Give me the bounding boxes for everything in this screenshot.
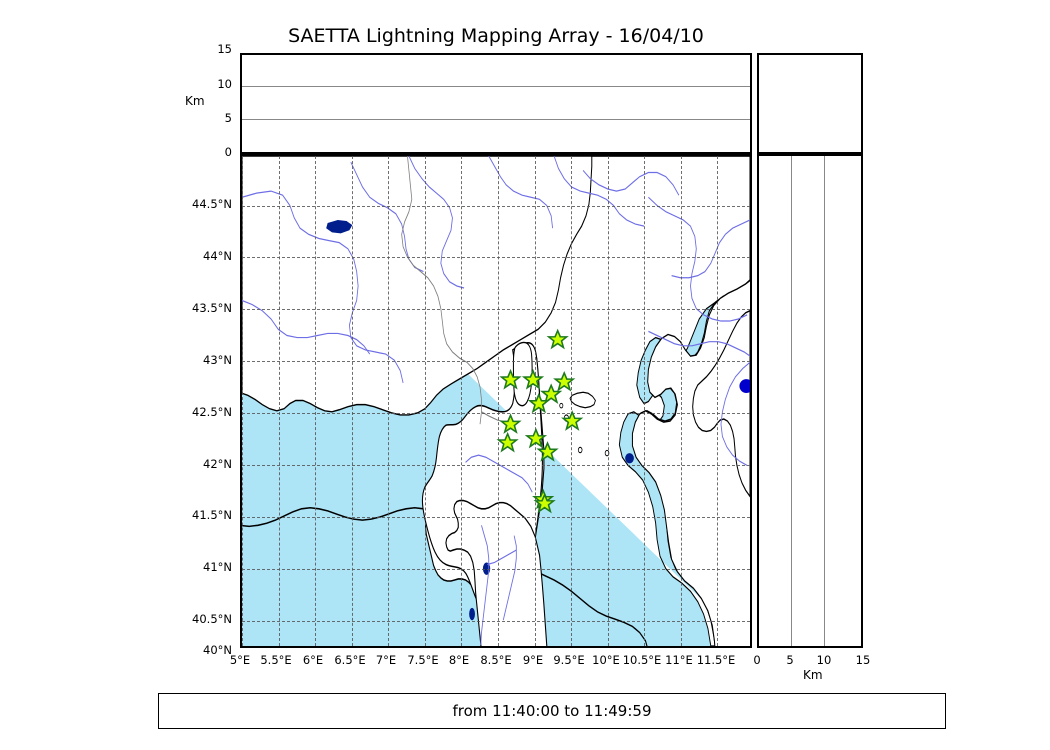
xtick-lon-10.5: 10.5°E — [622, 653, 662, 667]
corner-panel — [757, 53, 863, 154]
gridline-lon-11 — [680, 156, 682, 646]
map-panel[interactable] — [240, 154, 752, 648]
right-panel-xtick-10: 10 — [816, 653, 832, 667]
island-capraia — [559, 402, 564, 409]
right-panel-xtick-0: 0 — [753, 653, 761, 667]
map-canvas — [242, 156, 750, 646]
coastline-italy-west — [692, 309, 750, 498]
ytick-lat-44: 44°N — [203, 249, 232, 263]
gridline-lat-41 — [242, 568, 750, 570]
corsica-cap-corse — [512, 341, 533, 407]
ytick-lat-41: 41°N — [203, 560, 232, 574]
gridline-lon-11.5 — [717, 156, 719, 646]
xtick-lon-5.5: 5.5°E — [260, 653, 292, 667]
lake-italy-1 — [625, 453, 634, 464]
data-markers-layer — [497, 329, 750, 513]
right-panel-axis-label-km: Km — [803, 668, 823, 682]
gridline-lon-10 — [607, 156, 609, 646]
island-small-2 — [577, 446, 583, 454]
top-panel-ytick-15: 15 — [217, 42, 232, 56]
lake-bodies — [326, 219, 353, 234]
top-panel-ytick-10: 10 — [217, 77, 232, 91]
xtick-lon-11.5: 11.5°E — [696, 653, 736, 667]
gridline-lat-42.5 — [242, 413, 750, 415]
gridline-lat-44.5 — [242, 205, 750, 207]
right-panel-gridline-5 — [790, 156, 792, 646]
gridline-lon-6 — [315, 156, 317, 646]
gridline-lon-9.5 — [571, 156, 573, 646]
gridline-lon-7.5 — [424, 156, 426, 646]
ytick-lat-40.5: 40.5°N — [192, 612, 232, 626]
island-sardinia — [445, 499, 548, 646]
gridline-lon-7 — [388, 156, 390, 646]
gridline-lat-40.5 — [242, 620, 750, 622]
top-height-panel — [240, 53, 752, 154]
xtick-lon-8.5: 8.5°E — [480, 653, 512, 667]
xtick-lon-9.5: 9.5°E — [553, 653, 585, 667]
right-panel-gridline-10 — [824, 156, 825, 646]
top-panel-axis-label-km: Km — [185, 94, 205, 108]
gridline-lon-8.5 — [498, 156, 499, 646]
gridline-lat-42 — [242, 465, 750, 466]
right-panel-xtick-5: 5 — [786, 653, 794, 667]
lma-station-marker[interactable] — [497, 433, 518, 452]
ytick-lat-43.5: 43.5°N — [192, 301, 232, 315]
lma-station-marker[interactable] — [526, 428, 546, 448]
gridline-lon-8 — [461, 156, 463, 646]
xtick-lon-6: 6°E — [302, 653, 324, 667]
source-marker[interactable] — [739, 379, 750, 393]
gridline-lat-41.5 — [242, 516, 750, 518]
ytick-lat-40: 40°N — [203, 643, 232, 657]
lma-station-marker[interactable] — [529, 393, 549, 413]
gridline-lat-43 — [242, 361, 750, 363]
ytick-lat-43: 43°N — [203, 353, 232, 367]
gridline-lon-6.5 — [351, 156, 353, 646]
lma-station-marker[interactable] — [547, 329, 568, 349]
time-range-box: from 11:40:00 to 11:49:59 — [158, 693, 946, 729]
map-geography — [242, 156, 750, 646]
xtick-lon-10: 10°E — [592, 653, 620, 667]
coastline-shapes — [631, 156, 750, 646]
gridline-lon-5 — [242, 156, 243, 646]
lma-station-markers[interactable] — [497, 329, 582, 513]
xtick-lon-7.5: 7.5°E — [407, 653, 439, 667]
xtick-lon-7: 7°E — [375, 653, 397, 667]
ytick-lat-41.5: 41.5°N — [192, 508, 232, 522]
top-panel-gridline-5 — [242, 119, 750, 120]
page-title: SAETTA Lightning Mapping Array - 16/04/1… — [288, 25, 704, 47]
xtick-lon-5: 5°E — [229, 653, 251, 667]
top-panel-gridline-10 — [242, 86, 750, 87]
lma-station-marker[interactable] — [554, 372, 574, 391]
gridline-lon-5.5 — [278, 156, 280, 646]
ytick-lat-42: 42°N — [203, 457, 232, 471]
ytick-lat-42.5: 42.5°N — [192, 405, 232, 419]
xtick-lon-6.5: 6.5°E — [334, 653, 366, 667]
ytick-lat-44.5: 44.5°N — [192, 197, 232, 211]
right-panel-xtick-15: 15 — [855, 653, 871, 667]
xtick-lon-9: 9°E — [522, 653, 544, 667]
gridline-lat-43.5 — [242, 309, 750, 311]
lma-station-marker[interactable] — [541, 384, 561, 403]
lma-station-marker[interactable] — [500, 370, 521, 389]
top-panel-ytick-0: 0 — [224, 145, 232, 159]
lake-sardinia-2 — [469, 607, 475, 621]
right-height-panel — [757, 154, 863, 648]
xtick-lon-8: 8°E — [448, 653, 470, 667]
source-markers[interactable] — [739, 379, 750, 393]
xtick-lon-11: 11°E — [665, 653, 693, 667]
gridline-lat-44 — [242, 257, 750, 259]
lma-station-marker[interactable] — [523, 370, 543, 389]
gridline-lon-10.5 — [644, 156, 646, 646]
lma-station-marker[interactable] — [500, 414, 521, 433]
time-range-text: from 11:40:00 to 11:49:59 — [452, 702, 652, 720]
top-panel-ytick-5: 5 — [224, 111, 232, 125]
lma-station-marker[interactable] — [562, 411, 582, 430]
